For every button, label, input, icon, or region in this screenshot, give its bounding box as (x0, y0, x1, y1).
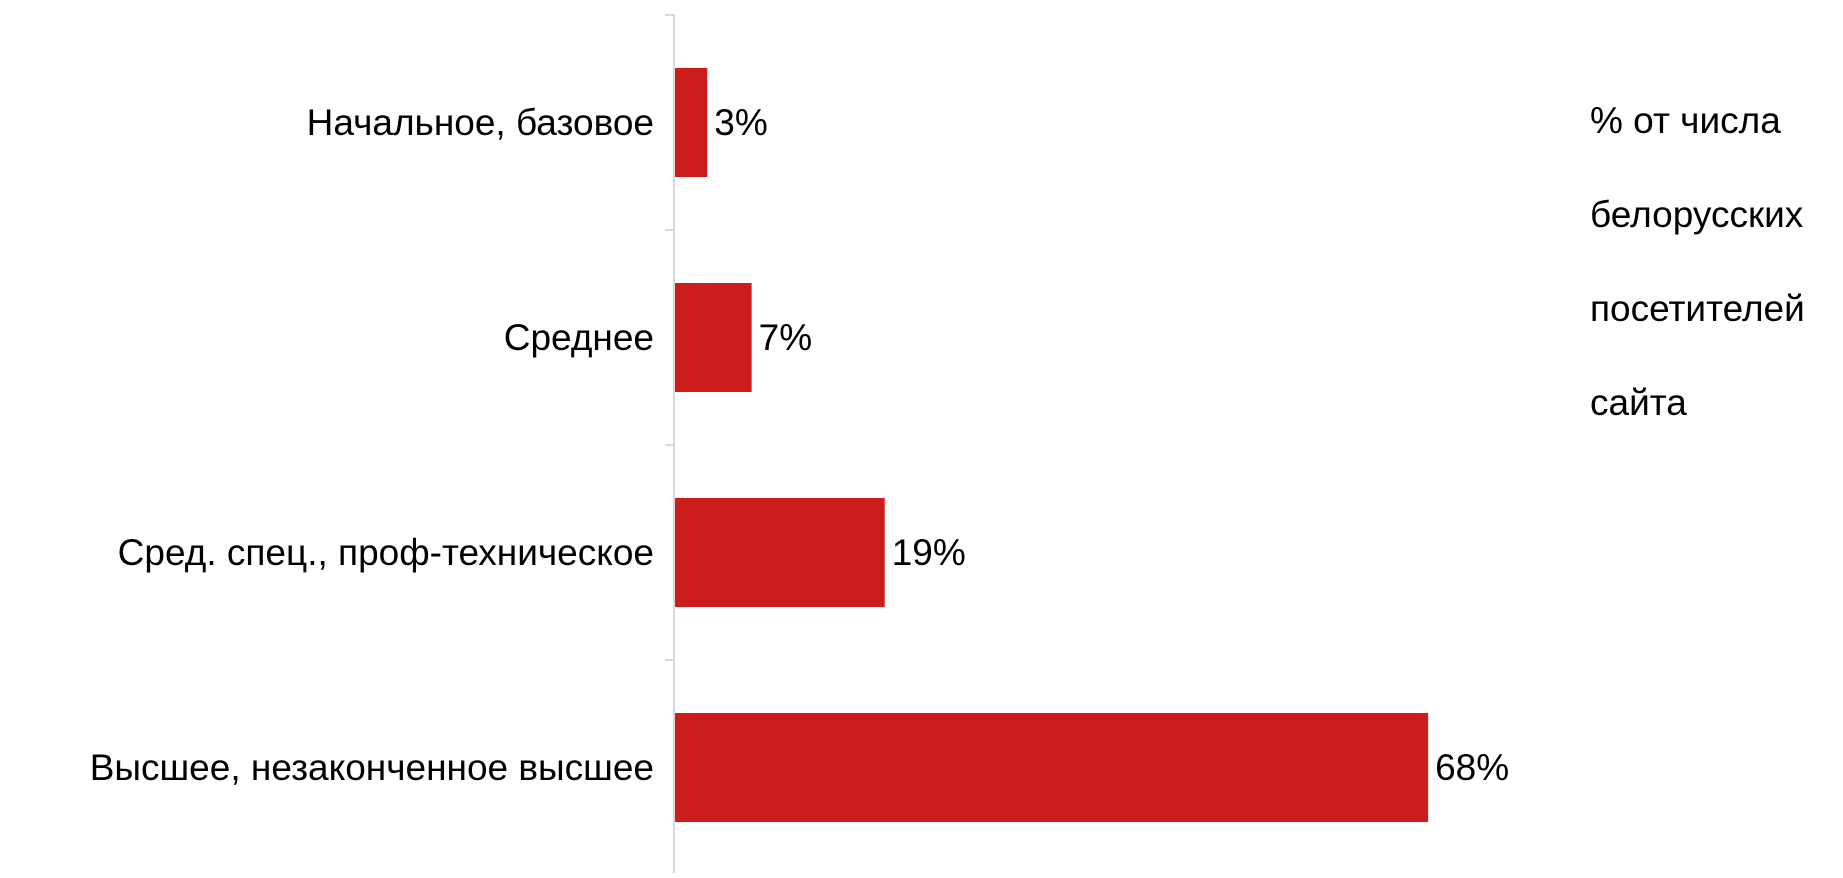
note-line: % от числа (1590, 100, 1781, 141)
label-layer: Начальное, базовое 3% Среднее 7% Сред. спец.… (90, 102, 1509, 788)
data-label: 7% (759, 317, 812, 358)
bar (675, 68, 708, 177)
axis-layer (665, 14, 675, 873)
bar (675, 283, 752, 392)
category-label: Среднее (504, 317, 654, 358)
bar (675, 498, 885, 607)
data-label: 68% (1435, 747, 1509, 788)
category-label: Начальное, базовое (307, 102, 654, 143)
category-label: Высшее, незаконченное высшее (90, 747, 654, 788)
note-line: посетителей (1590, 288, 1805, 329)
category-label: Сред. спец., проф-техническое (118, 532, 654, 573)
bar (675, 713, 1429, 822)
data-label: 19% (892, 532, 966, 573)
note-line: белорусских (1590, 194, 1804, 235)
data-label: 3% (714, 102, 767, 143)
bar-layer (675, 68, 1429, 822)
note-line: сайта (1590, 382, 1687, 423)
chart-note: % от числа белорусских посетителей сайта (1590, 50, 1840, 473)
